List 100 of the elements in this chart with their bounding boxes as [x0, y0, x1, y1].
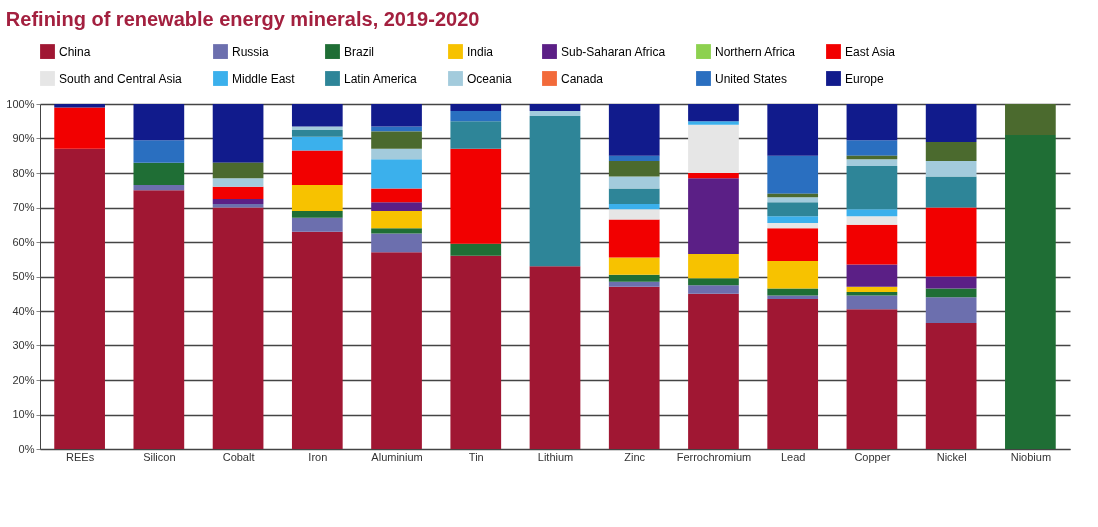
bar [291, 150, 343, 186]
bar [529, 266, 581, 449]
bar [608, 219, 660, 258]
bar [925, 297, 977, 324]
legend-label: United States [715, 71, 788, 86]
legend-label: Oceania [467, 71, 513, 86]
bar [371, 131, 422, 149]
bar [529, 104, 581, 111]
bar [371, 148, 422, 160]
x-tick-label: Cobalt [222, 450, 255, 463]
x-tick-label: REEs [66, 450, 95, 463]
bar [846, 216, 898, 225]
bar [371, 210, 422, 229]
bar [688, 278, 739, 286]
bar [608, 188, 660, 205]
bar [371, 202, 422, 211]
bar [291, 129, 343, 137]
bar [291, 136, 343, 151]
bar [291, 126, 343, 130]
bar [371, 159, 422, 189]
legend-label: Canada [561, 71, 604, 86]
bar [291, 185, 343, 211]
bar [371, 252, 422, 449]
bar [846, 159, 898, 167]
bar [608, 257, 660, 275]
bar [54, 107, 105, 149]
bar [846, 140, 898, 156]
bar [846, 224, 898, 265]
bar [608, 274, 660, 282]
bar [925, 323, 977, 449]
bar [608, 155, 660, 161]
chart-title: Refining of renewable energy minerals, 2019-2020 [5, 8, 480, 30]
bar [846, 309, 898, 449]
bar [608, 281, 660, 287]
bar [688, 178, 739, 255]
y-tick-label: 50% [12, 270, 35, 282]
y-tick-label: 40% [12, 304, 35, 317]
bar [212, 186, 264, 199]
x-tick-label: Lithium [537, 450, 574, 463]
y-tick-label: 80% [12, 166, 35, 179]
bar [846, 264, 898, 287]
legend-label: East Asia [845, 44, 896, 59]
legend-label: South and Central Asia [59, 71, 183, 86]
y-tick-label: 20% [12, 373, 35, 386]
bar [846, 295, 898, 310]
bar [212, 207, 264, 449]
bar [291, 217, 343, 232]
bar [450, 104, 502, 111]
legend-label: Russia [232, 44, 270, 59]
legend-label: Latin America [344, 71, 418, 86]
bar [371, 104, 422, 127]
y-tick-label: 0% [18, 442, 35, 455]
bar [371, 233, 422, 253]
y-tick-label: 10% [12, 408, 35, 420]
x-tick-label: Iron [308, 450, 328, 463]
x-tick-label: Niobium [1010, 450, 1052, 463]
bar [212, 198, 264, 205]
bar [212, 104, 264, 163]
x-tick-label: Nickel [936, 450, 967, 463]
bar [529, 110, 581, 117]
bar [767, 260, 819, 289]
bar [846, 209, 898, 217]
bar [925, 288, 977, 298]
y-tick-label: 30% [12, 339, 35, 351]
bar [767, 197, 819, 203]
bar [291, 210, 343, 218]
y-tick-label: 100% [6, 97, 35, 110]
bar [767, 104, 819, 156]
bar [212, 178, 264, 187]
y-tick-label: 90% [12, 132, 35, 144]
x-tick-label: Zinc [624, 450, 646, 463]
bar [450, 148, 502, 244]
bar [54, 148, 105, 449]
bar [925, 276, 977, 289]
bar [925, 141, 977, 161]
bar [371, 188, 422, 203]
bar [767, 295, 819, 299]
bar [688, 293, 739, 449]
legend-label: Brazil [344, 44, 375, 59]
bar [846, 104, 898, 141]
y-tick-label: 70% [12, 201, 35, 213]
bar [291, 104, 343, 127]
bar [1005, 104, 1056, 136]
bar [688, 254, 739, 279]
bar [133, 162, 185, 186]
bar [688, 121, 739, 125]
bar [450, 110, 502, 122]
bar [767, 155, 819, 194]
bar [688, 285, 739, 294]
bar [925, 207, 977, 277]
x-tick-label: Ferrochromium [676, 450, 752, 463]
bar [212, 162, 264, 179]
bar [608, 209, 660, 220]
legend-label: Europe [845, 71, 885, 86]
bar [608, 204, 660, 210]
x-tick-label: Tin [468, 450, 484, 463]
bar [925, 160, 977, 177]
bar [529, 116, 581, 267]
bar [608, 286, 660, 449]
bar [846, 166, 898, 210]
